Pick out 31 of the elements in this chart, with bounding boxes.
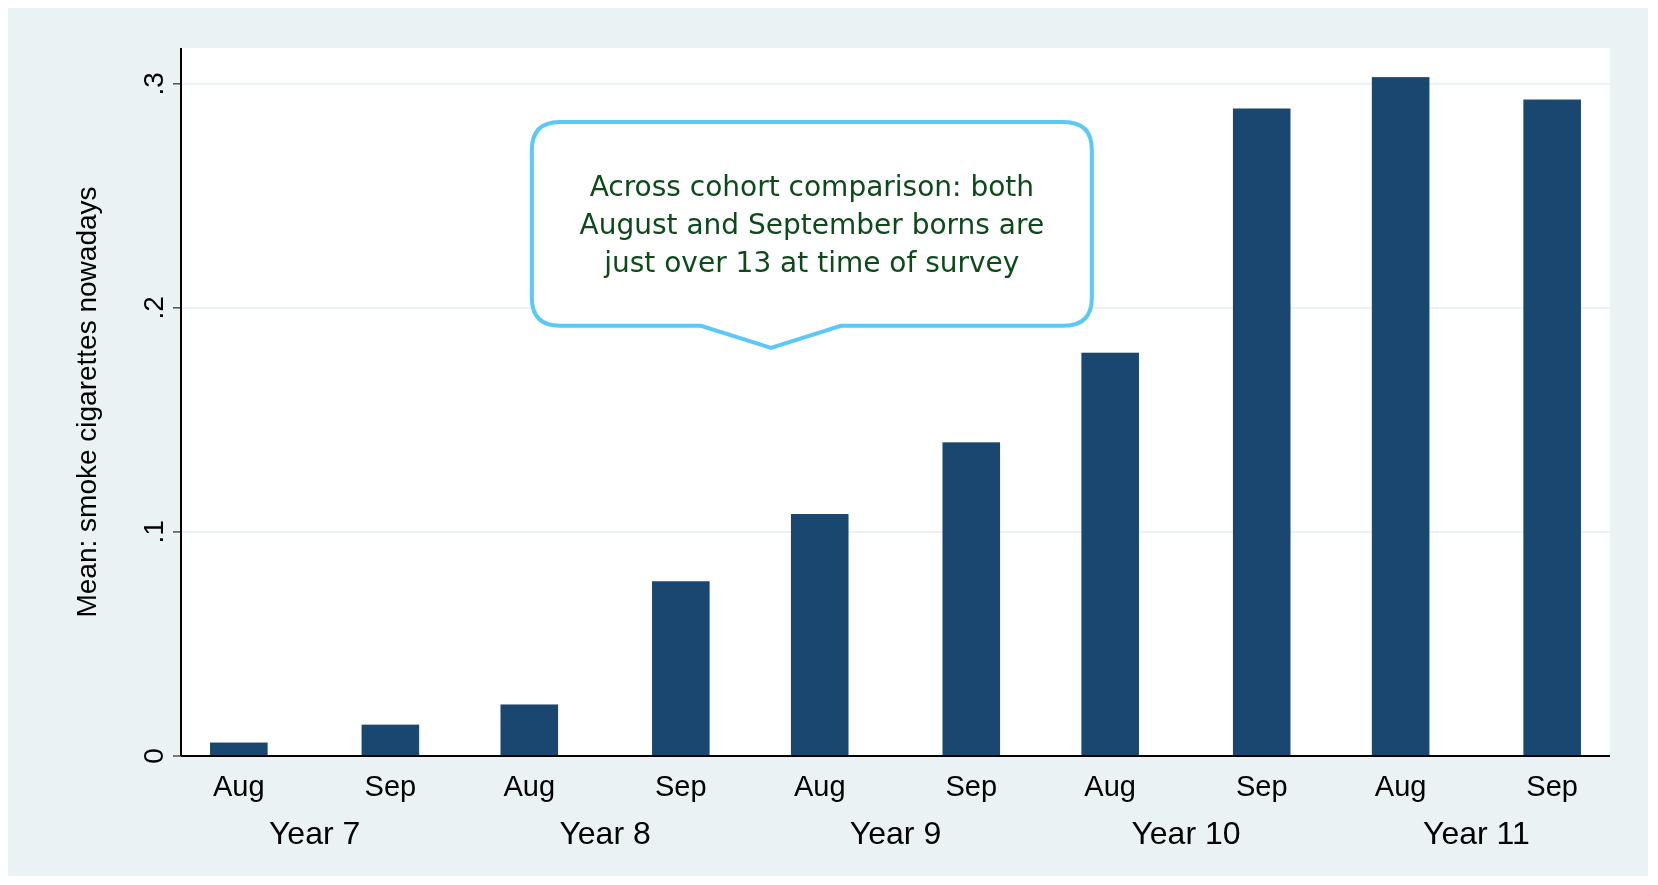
bar (361, 724, 420, 756)
bar (790, 514, 849, 756)
annotation: Across cohort comparison: both August and September borns are just over 13 at time of survey (579, 169, 1045, 279)
text: Aug (1084, 770, 1136, 802)
x-tick-label: Year 11 (1423, 815, 1530, 851)
bar (210, 742, 268, 756)
x-tick-label: Year 7 (268, 815, 361, 851)
bar (942, 442, 1001, 756)
text: Aug (503, 770, 556, 802)
y-tick-label: .3 (138, 72, 169, 96)
x-tick-label: Year 10 (1131, 815, 1241, 851)
text: Aug (793, 770, 846, 802)
bar (652, 581, 710, 756)
series-label: Sep (364, 770, 417, 802)
x-tick-label: Year 8 (559, 815, 651, 851)
y-tick-label: 0 (138, 748, 169, 764)
y-axis-title: Mean: smoke cigarettes nowadays (71, 186, 102, 618)
y-tick-label: .1 (138, 520, 169, 544)
bar (1523, 99, 1581, 756)
x-tick-label: Year 9 (849, 815, 942, 851)
text: Sep (1235, 770, 1288, 802)
text: Sep (1526, 770, 1578, 802)
text: Sep (655, 770, 707, 802)
bar (1232, 108, 1291, 756)
series-label: Aug (213, 770, 265, 802)
text: Sep (945, 770, 998, 802)
bar (1371, 77, 1430, 756)
bar (500, 704, 559, 756)
text: Aug (1374, 770, 1427, 802)
y-tick-label: .2 (138, 296, 169, 320)
bar (1081, 352, 1139, 756)
